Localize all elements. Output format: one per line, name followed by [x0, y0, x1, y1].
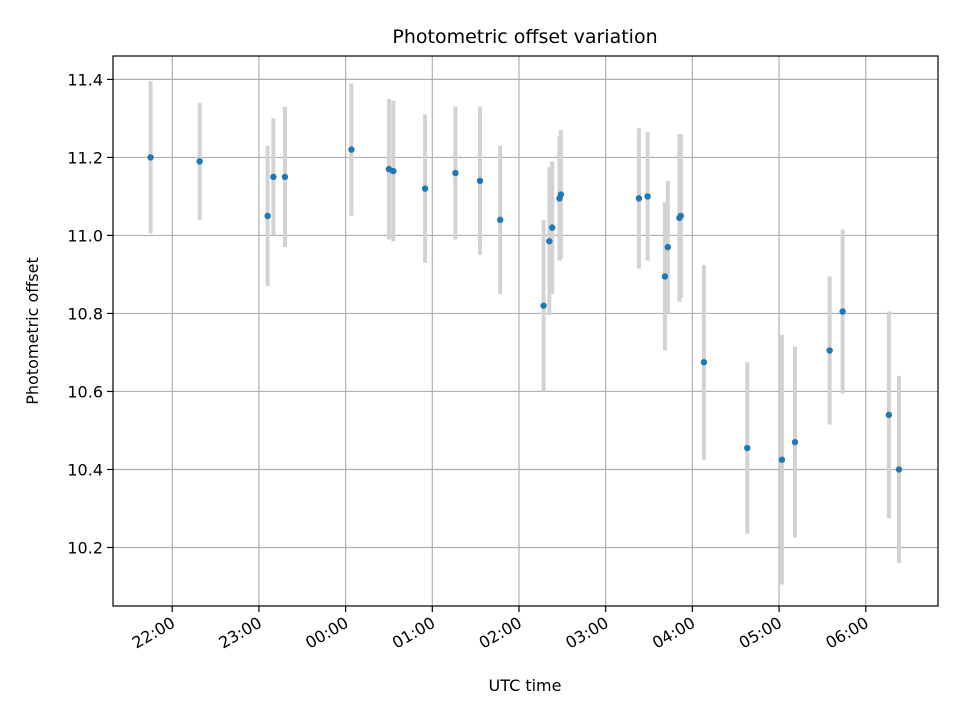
data-point — [281, 173, 289, 181]
y-tick-label: 11.2 — [67, 148, 103, 167]
data-point — [791, 438, 799, 446]
data-point — [677, 212, 685, 220]
data-point — [264, 212, 271, 220]
data-point — [895, 466, 903, 473]
data-point — [476, 177, 484, 185]
x-tick-label: 01:00 — [389, 613, 438, 653]
y-tick-label: 11.4 — [67, 70, 103, 89]
x-axis-title: UTC time — [489, 676, 562, 695]
data-point — [540, 302, 547, 309]
y-tick-label: 10.8 — [67, 304, 103, 323]
data-point — [885, 411, 893, 419]
data-point — [557, 191, 565, 198]
data-point — [826, 347, 833, 354]
data-point — [497, 216, 504, 224]
data-point — [348, 146, 355, 153]
x-tick-label: 02:00 — [476, 613, 525, 653]
x-tick-label: 03:00 — [562, 613, 611, 653]
x-tick-label: 22:00 — [129, 613, 178, 653]
data-point — [390, 167, 397, 175]
data-points — [147, 146, 903, 473]
data-point — [635, 195, 643, 202]
data-point — [664, 243, 672, 251]
x-tick-label: 23:00 — [215, 613, 264, 653]
data-point — [700, 359, 708, 366]
data-point — [196, 158, 203, 165]
y-axis-title: Photometric offset — [23, 257, 42, 405]
data-point — [270, 173, 277, 181]
data-point — [421, 185, 429, 192]
y-tick-label: 10.2 — [67, 538, 103, 557]
data-point — [744, 444, 751, 452]
data-point — [839, 308, 846, 315]
x-axis-ticks: 22:00 23:00 00:00 01:00 02:00 03:00 04:00 05:00… — [129, 606, 872, 653]
data-point — [778, 456, 786, 463]
grid-lines — [113, 56, 938, 606]
data-point — [452, 169, 459, 177]
x-tick-label: 05:00 — [736, 613, 785, 653]
y-tick-label: 10.6 — [67, 382, 103, 401]
plot-frame — [112, 55, 939, 607]
chart-title: Photometric offset variation — [392, 26, 657, 48]
data-point — [549, 224, 556, 231]
y-axis-ticks: 10.2 10.4 10.6 10.8 11.0 11.2 11.4 — [67, 70, 113, 557]
y-tick-label: 11.0 — [67, 226, 103, 245]
data-point — [147, 154, 154, 161]
x-tick-label: 04:00 — [649, 613, 698, 653]
data-point — [661, 273, 669, 280]
y-tick-label: 10.4 — [67, 460, 103, 479]
x-tick-label: 06:00 — [822, 613, 871, 653]
data-point — [546, 238, 553, 245]
x-tick-label: 00:00 — [302, 613, 351, 653]
data-point — [644, 193, 651, 200]
